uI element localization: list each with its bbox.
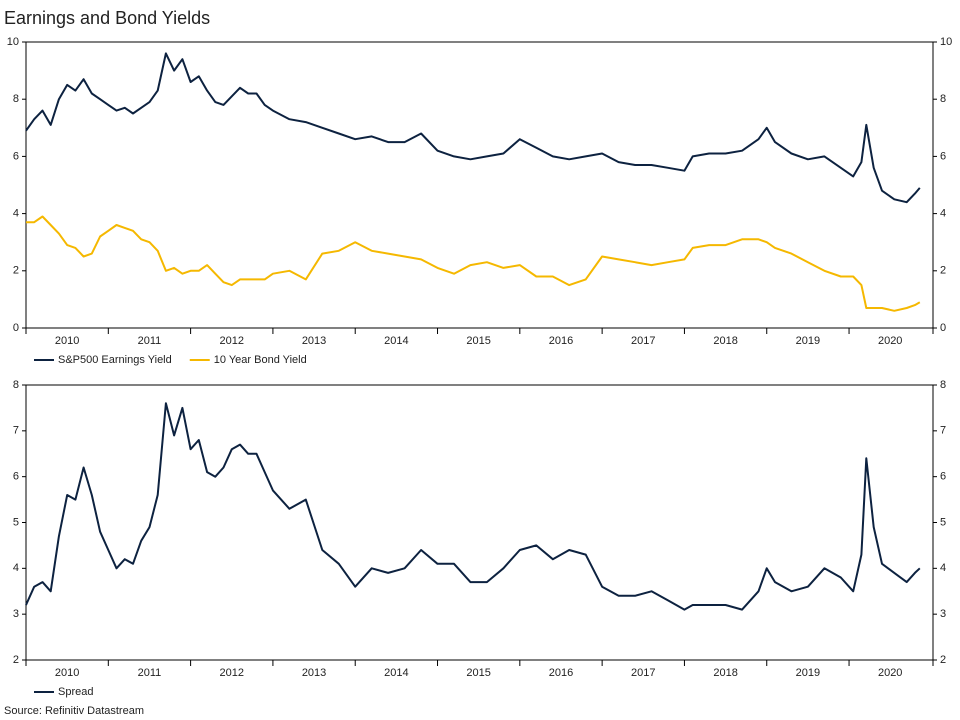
x-tick-label: 2018	[713, 335, 737, 347]
x-tick-label: 2013	[302, 335, 326, 347]
y2-tick-label: 6	[940, 471, 946, 483]
y-tick-label: 8	[13, 93, 19, 105]
y2-tick-label: 10	[940, 36, 952, 48]
legend-label: 10 Year Bond Yield	[214, 354, 307, 366]
x-tick-label: 2010	[55, 667, 79, 679]
x-tick-label: 2018	[713, 667, 737, 679]
plot-frame	[25, 41, 934, 329]
y2-tick-label: 8	[940, 379, 946, 391]
y-tick-label: 10	[7, 36, 19, 48]
plot-frame	[25, 384, 934, 661]
y-tick-label: 2	[13, 265, 19, 277]
x-tick-label: 2015	[466, 667, 490, 679]
data-line	[25, 52, 921, 204]
legend-label: Spread	[58, 686, 93, 698]
x-tick-label: 2017	[631, 335, 655, 347]
x-tick-label: 2013	[302, 667, 326, 679]
data-line	[26, 215, 921, 312]
y-tick-label: 4	[13, 562, 19, 574]
source-note: Source: Refinitiv Datastream	[4, 705, 144, 717]
x-tick-label: 2019	[796, 667, 820, 679]
y-tick-label: 3	[13, 608, 19, 620]
y2-tick-label: 4	[940, 562, 946, 574]
x-tick-label: 2019	[796, 335, 820, 347]
x-tick-label: 2016	[549, 667, 573, 679]
y-tick-label: 6	[13, 471, 19, 483]
y-tick-label: 5	[13, 516, 19, 528]
x-tick-label: 2017	[631, 667, 655, 679]
y2-tick-label: 6	[940, 150, 946, 162]
x-tick-label: 2014	[384, 667, 408, 679]
x-tick-label: 2011	[138, 335, 162, 347]
y2-tick-label: 5	[940, 516, 946, 528]
x-tick-label: 2010	[55, 335, 79, 347]
x-tick-label: 2020	[878, 335, 902, 347]
data-line	[25, 402, 921, 611]
x-tick-label: 2011	[138, 667, 162, 679]
y-tick-label: 6	[13, 150, 19, 162]
y-tick-label: 2	[13, 654, 19, 666]
chart-title: Earnings and Bond Yields	[4, 8, 210, 28]
y2-tick-label: 2	[940, 265, 946, 277]
y2-tick-label: 4	[940, 208, 946, 220]
x-tick-label: 2020	[878, 667, 902, 679]
y-tick-label: 7	[13, 425, 19, 437]
x-tick-label: 2014	[384, 335, 408, 347]
x-tick-label: 2012	[220, 667, 244, 679]
y2-tick-label: 0	[940, 322, 946, 334]
y2-tick-label: 7	[940, 425, 946, 437]
x-tick-label: 2016	[549, 335, 573, 347]
legend-label: S&P500 Earnings Yield	[58, 354, 172, 366]
y-tick-label: 0	[13, 322, 19, 334]
y-tick-label: 4	[13, 208, 19, 220]
y-tick-label: 8	[13, 379, 19, 391]
y2-tick-label: 2	[940, 654, 946, 666]
y2-tick-label: 3	[940, 608, 946, 620]
y2-tick-label: 8	[940, 93, 946, 105]
x-tick-label: 2012	[220, 335, 244, 347]
x-tick-label: 2015	[466, 335, 490, 347]
